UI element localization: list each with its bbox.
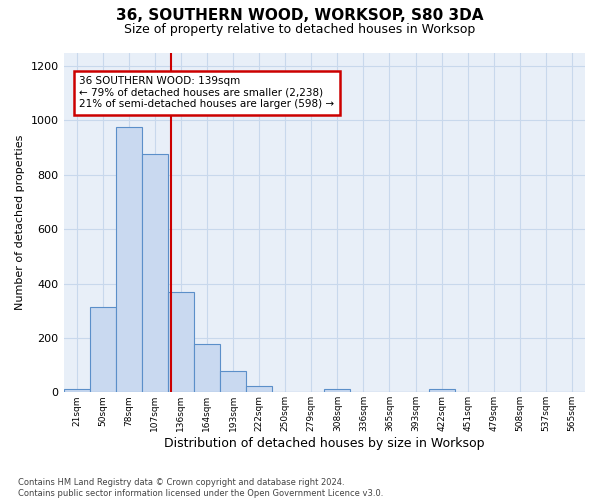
Bar [246, 386, 272, 392]
Bar [220, 370, 246, 392]
Text: 36 SOUTHERN WOOD: 139sqm
← 79% of detached houses are smaller (2,238)
21% of sem: 36 SOUTHERN WOOD: 139sqm ← 79% of detach… [79, 76, 334, 110]
Bar [142, 154, 168, 392]
Y-axis label: Number of detached properties: Number of detached properties [15, 134, 25, 310]
Bar [116, 128, 142, 392]
Bar [64, 389, 89, 392]
Text: 36, SOUTHERN WOOD, WORKSOP, S80 3DA: 36, SOUTHERN WOOD, WORKSOP, S80 3DA [116, 8, 484, 22]
Bar [194, 344, 220, 393]
Bar [324, 389, 350, 392]
Text: Size of property relative to detached houses in Worksop: Size of property relative to detached ho… [124, 22, 476, 36]
Bar [168, 292, 194, 392]
Text: Contains HM Land Registry data © Crown copyright and database right 2024.
Contai: Contains HM Land Registry data © Crown c… [18, 478, 383, 498]
Bar [428, 389, 455, 392]
X-axis label: Distribution of detached houses by size in Worksop: Distribution of detached houses by size … [164, 437, 485, 450]
Bar [89, 306, 116, 392]
